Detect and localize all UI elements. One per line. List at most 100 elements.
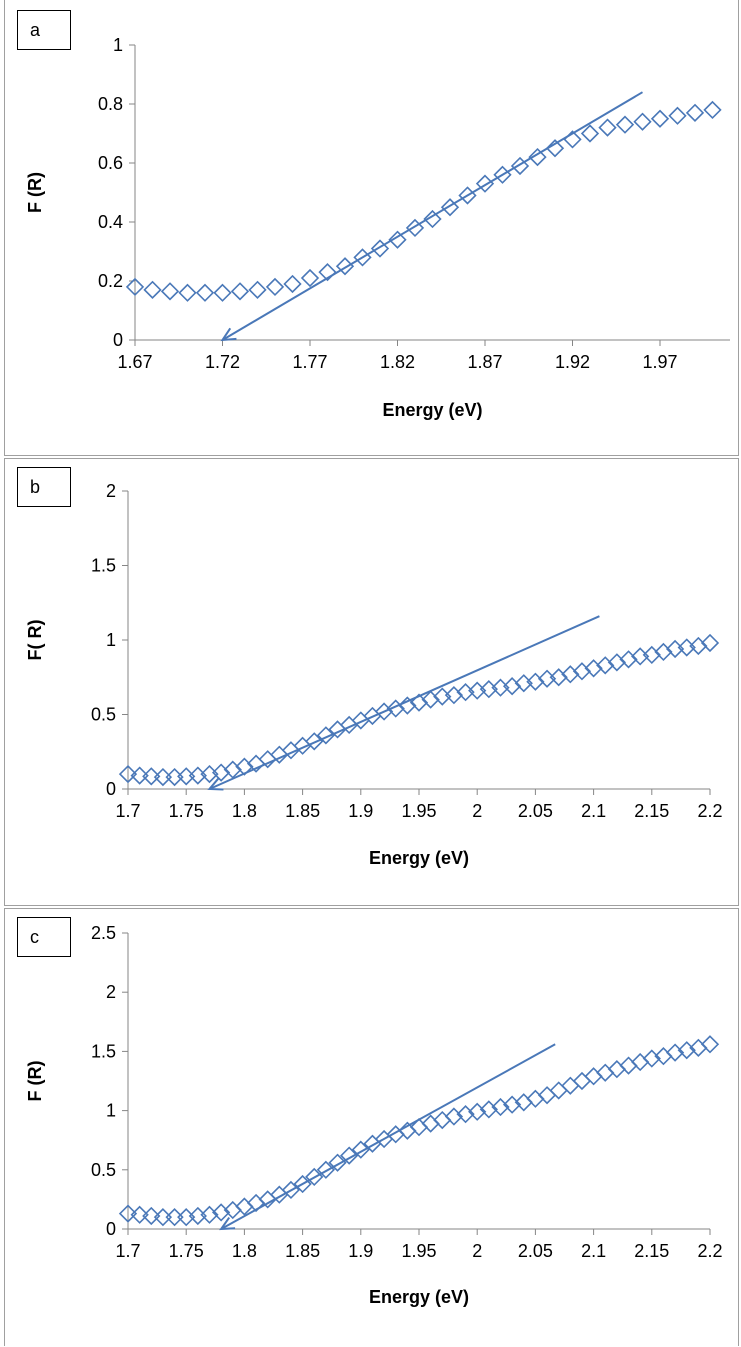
- data-point-diamond: [444, 1107, 464, 1126]
- x-tick-label: 1.92: [555, 352, 590, 372]
- chart-c-svg: 0 0.5 1 1.5 2 2.5 1.7 1.75 1.8 1.85 1.9 1.95 2 2.05 2.…: [25, 923, 723, 1307]
- x-tick-label: 1.97: [642, 352, 677, 372]
- x-tick-label: 1.87: [467, 352, 502, 372]
- x-tick-label: 1.77: [292, 352, 327, 372]
- data-point-diamond: [316, 726, 336, 745]
- y-tick-label: 1: [106, 630, 116, 650]
- y-tick-label: 0.4: [98, 212, 123, 232]
- data-point-diamond: [440, 198, 460, 217]
- x-tick-label: 2.05: [518, 801, 553, 821]
- data-point-diamond: [160, 282, 180, 301]
- data-point-diamond: [703, 100, 722, 120]
- data-point-diamond: [650, 109, 670, 128]
- data-point-diamond: [213, 283, 232, 302]
- data-point-diamond: [491, 1097, 510, 1117]
- tangent-fit-line: [220, 1043, 556, 1230]
- data-point-diamond: [677, 1041, 696, 1060]
- y-axis-title: F (R): [25, 1061, 45, 1102]
- x-axis-title: Energy (eV): [369, 848, 469, 868]
- data-point-diamond: [125, 277, 145, 297]
- x-tick-label: 2.15: [634, 1241, 669, 1261]
- data-point-diamond: [580, 124, 600, 143]
- x-tick-label: 2.05: [518, 1241, 553, 1261]
- data-point-diamond: [444, 685, 464, 705]
- x-tick-label: 1.85: [285, 801, 320, 821]
- data-point-diamond: [596, 656, 615, 675]
- y-tick-label: 1: [106, 1101, 116, 1121]
- y-tick-label: 1.5: [91, 1041, 116, 1061]
- data-point-diamond: [118, 1204, 138, 1223]
- data-point-diamond: [340, 1146, 359, 1165]
- chart-b-svg: 0 0.5 1 1.5 2 1.7 1.75 1.8 1.85 1.9 1.95 2 2.05 2.1 2.…: [25, 481, 723, 868]
- data-point-diamond: [300, 268, 320, 288]
- y-tick-label: 1.5: [91, 556, 116, 576]
- data-point-diamond: [642, 645, 661, 665]
- data-point-diamond: [177, 767, 196, 786]
- data-point-diamond: [654, 642, 673, 662]
- data-point-diamond: [549, 668, 568, 687]
- x-tick-label: 1.67: [117, 352, 152, 372]
- y-tick-label: 0.5: [91, 705, 116, 725]
- data-point-diamond: [619, 650, 638, 669]
- data-point-diamond: [153, 767, 173, 787]
- x-tick-label: 1.75: [169, 801, 204, 821]
- data-point-diamond: [195, 283, 215, 302]
- data-point-diamond: [615, 115, 635, 134]
- data-point-diamond: [283, 274, 302, 294]
- data-point-diamond: [318, 263, 337, 282]
- data-point-diamond: [668, 106, 687, 125]
- x-tick-label: 2.2: [697, 1241, 722, 1261]
- data-point-diamond: [165, 767, 184, 787]
- y-tick-label: 2.5: [91, 923, 116, 943]
- x-tick-label: 1.85: [285, 1241, 320, 1261]
- data-point-diamond: [142, 767, 161, 786]
- chart-a-svg: 0 0.2 0.4 0.6 0.8 1 1.67 1.72 1.77 1.82 1.87 1.92 1.…: [25, 35, 730, 420]
- data-point-diamond: [211, 763, 231, 782]
- x-tick-label: 1.75: [169, 1241, 204, 1261]
- y-tick-label: 0.2: [98, 271, 123, 291]
- data-point-diamond: [598, 118, 617, 137]
- data-point-diamond: [211, 1203, 231, 1222]
- data-point-diamond: [528, 147, 547, 167]
- data-point-diamond: [386, 699, 405, 718]
- chart-panel-a: a 0 0.2 0.4 0.6 0.8 1 1.67 1.72 1.77 1.82 1.87 1.92…: [4, 0, 739, 456]
- y-tick-label: 0.6: [98, 153, 123, 173]
- data-point-diamond: [642, 1049, 661, 1068]
- x-tick-label: 1.8: [232, 1241, 257, 1261]
- data-point-diamond: [235, 757, 254, 776]
- x-tick-label: 1.95: [401, 801, 436, 821]
- y-tick-label: 0: [106, 779, 116, 799]
- data-point-diamond: [328, 1153, 347, 1172]
- x-tick-label: 2: [472, 1241, 482, 1261]
- data-point-diamond: [468, 1102, 487, 1121]
- panel-label: b: [17, 467, 71, 507]
- data-point-diamond: [370, 239, 390, 258]
- data-point-diamond: [142, 1206, 161, 1226]
- x-tick-label: 1.9: [348, 801, 373, 821]
- data-point-diamond: [502, 677, 522, 696]
- data-point-diamond: [265, 277, 285, 297]
- data-point-diamond: [351, 1140, 370, 1159]
- data-point-diamond: [584, 659, 603, 678]
- x-tick-label: 1.72: [205, 352, 240, 372]
- x-tick-label: 1.9: [348, 1241, 373, 1261]
- y-tick-label: 0: [113, 330, 123, 350]
- tangent-arrowhead: [207, 777, 224, 791]
- tangent-fit-line: [221, 91, 644, 341]
- data-point-diamond: [545, 139, 565, 158]
- x-tick-label: 1.7: [115, 801, 140, 821]
- y-axis-title: F (R): [25, 172, 45, 213]
- data-point-diamond: [700, 633, 720, 653]
- data-point-diamond: [178, 283, 197, 302]
- data-point-diamond: [689, 636, 708, 656]
- panel-label: c: [17, 917, 71, 957]
- data-point-diamond: [130, 766, 149, 785]
- data-point-diamond: [230, 282, 250, 301]
- x-tick-label: 2.15: [634, 801, 669, 821]
- data-point-diamond: [479, 1100, 498, 1119]
- x-tick-label: 2.2: [697, 801, 722, 821]
- data-point-diamond: [665, 1043, 685, 1062]
- data-point-diamond: [526, 672, 545, 691]
- data-point-diamond: [248, 280, 267, 299]
- y-tick-label: 0.5: [91, 1160, 116, 1180]
